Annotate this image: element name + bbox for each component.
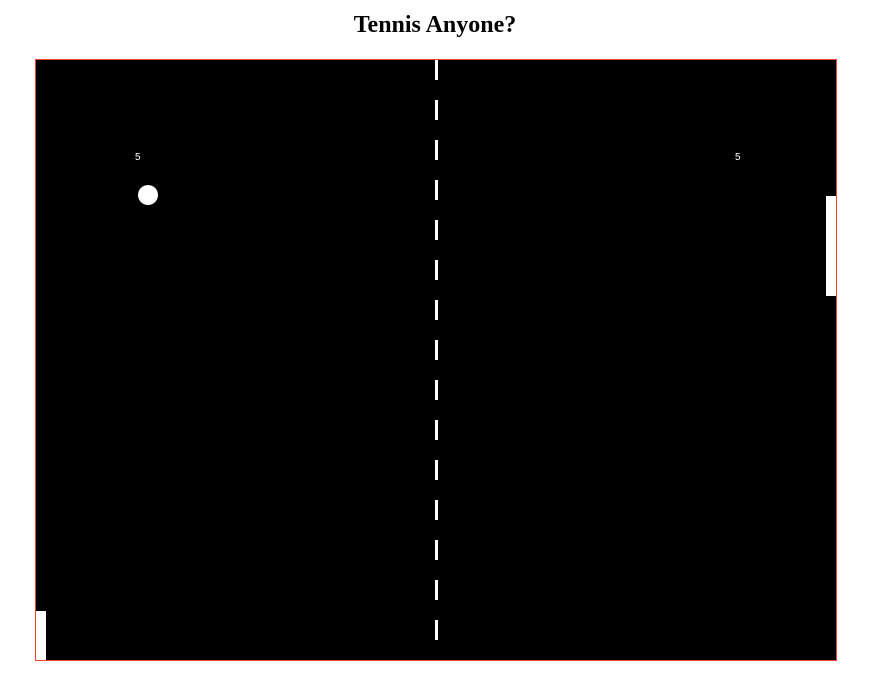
net-dash	[435, 380, 438, 400]
net-dash	[435, 420, 438, 440]
net-dash	[435, 100, 438, 120]
page-title: Tennis Anyone?	[353, 12, 517, 38]
net-dash	[435, 220, 438, 240]
net-dash	[435, 60, 438, 80]
net-dash	[435, 460, 438, 480]
left-paddle[interactable]	[36, 611, 46, 660]
center-net	[435, 60, 438, 660]
net-dash	[435, 260, 438, 280]
net-dash	[435, 340, 438, 360]
net-dash	[435, 620, 438, 640]
net-dash	[435, 140, 438, 160]
net-dash	[435, 180, 438, 200]
tennis-court[interactable]: 5 5	[35, 59, 837, 661]
right-player-score: 5	[735, 152, 741, 163]
net-dash	[435, 580, 438, 600]
ball	[138, 185, 158, 205]
net-dash	[435, 300, 438, 320]
net-dash	[435, 540, 438, 560]
left-player-score: 5	[135, 152, 141, 163]
right-paddle[interactable]	[826, 196, 836, 296]
net-dash	[435, 500, 438, 520]
